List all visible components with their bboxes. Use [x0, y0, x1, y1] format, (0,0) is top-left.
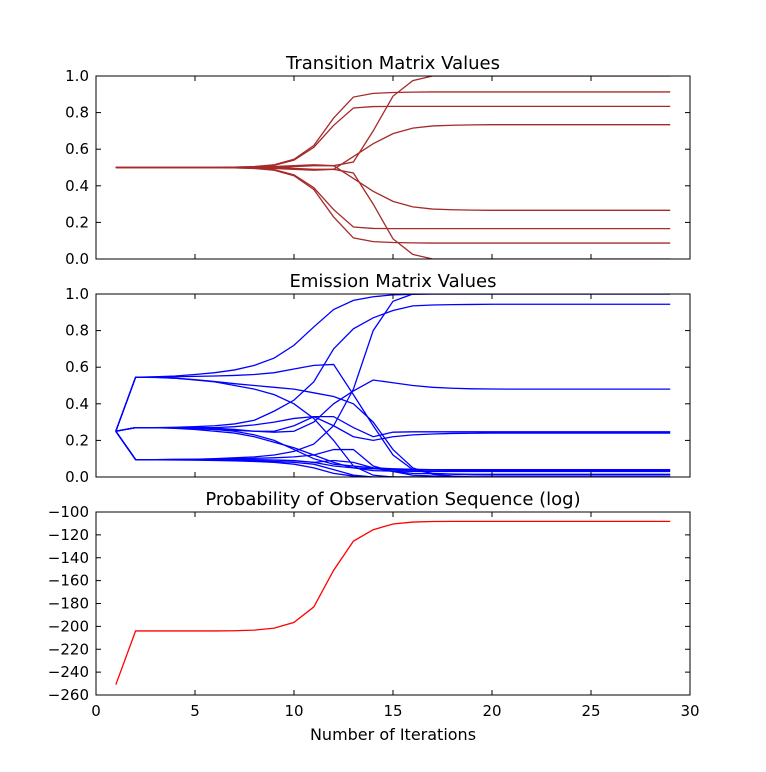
series-line-5	[115, 303, 671, 432]
y-tick-label: −240	[48, 663, 89, 681]
y-tick-label: 0.4	[65, 395, 89, 413]
series-line-1	[115, 91, 671, 169]
chart-panel-3: 0 5 10 15 20 25 30 −260 −240 −220 −200 −180 −160 −140…	[48, 489, 700, 744]
series-line-15	[115, 430, 671, 477]
y-tick-label: 0.0	[65, 250, 89, 268]
series-line-12	[115, 430, 671, 475]
y-tick-label: −260	[48, 686, 89, 704]
y-tick-label: −100	[48, 503, 89, 521]
y-tick-label: 1.0	[65, 67, 89, 85]
y-tick-label: 0.4	[65, 177, 89, 195]
y-tick-label: 0.2	[65, 431, 89, 449]
y-tick-label: −220	[48, 640, 89, 658]
series-line-8	[115, 166, 671, 244]
y-tick-label: −140	[48, 549, 89, 567]
y-tick-label: 0.8	[65, 322, 89, 340]
x-tick-label: 20	[482, 702, 501, 720]
series-line-5	[115, 165, 671, 211]
plot-frame	[95, 511, 691, 696]
x-axis-label: Number of Iterations	[310, 725, 476, 744]
x-tick-label: 10	[284, 702, 303, 720]
series-line-7	[115, 166, 671, 230]
x-tick-label: 5	[190, 702, 200, 720]
x-tick-label: 25	[581, 702, 600, 720]
x-tick-label: 15	[383, 702, 402, 720]
y-tick-label: 1.0	[65, 285, 89, 303]
series-line-6	[115, 379, 671, 433]
series-line-3	[115, 76, 671, 169]
series-line-2	[115, 363, 671, 476]
y-tick-label: −200	[48, 617, 89, 635]
y-tick-label: 0.0	[65, 468, 89, 486]
y-tick-label: −160	[48, 572, 89, 590]
series-line-9	[115, 426, 671, 471]
series-line-1	[115, 294, 671, 432]
y-tick-label: 0.2	[65, 213, 89, 231]
y-tick-label: 0.6	[65, 140, 89, 158]
series-line-4	[115, 376, 671, 477]
chart-title: Emission Matrix Values	[289, 271, 496, 292]
series-line-2	[115, 105, 671, 169]
series-line-1	[115, 520, 671, 685]
series-line-6	[115, 166, 671, 259]
series-line-8	[115, 415, 671, 442]
y-tick-label: 0.6	[65, 358, 89, 376]
series-line-4	[115, 124, 671, 170]
y-tick-label: −120	[48, 526, 89, 544]
chart-panel-1: 0.0 0.2 0.4 0.6 0.8 1.0 Transition Matrix Valu…	[65, 53, 691, 268]
x-tick-label: 0	[91, 702, 101, 720]
x-tick-label: 30	[680, 702, 699, 720]
series-line-16	[115, 430, 671, 477]
y-tick-label: 0.8	[65, 104, 89, 122]
chart-title: Probability of Observation Sequence (log…	[205, 489, 580, 510]
y-tick-label: −180	[48, 595, 89, 613]
chart-title: Transition Matrix Values	[285, 53, 500, 74]
chart-panel-2: 0.0 0.2 0.4 0.6 0.8 1.0 Emission Matrix Values	[65, 271, 691, 486]
